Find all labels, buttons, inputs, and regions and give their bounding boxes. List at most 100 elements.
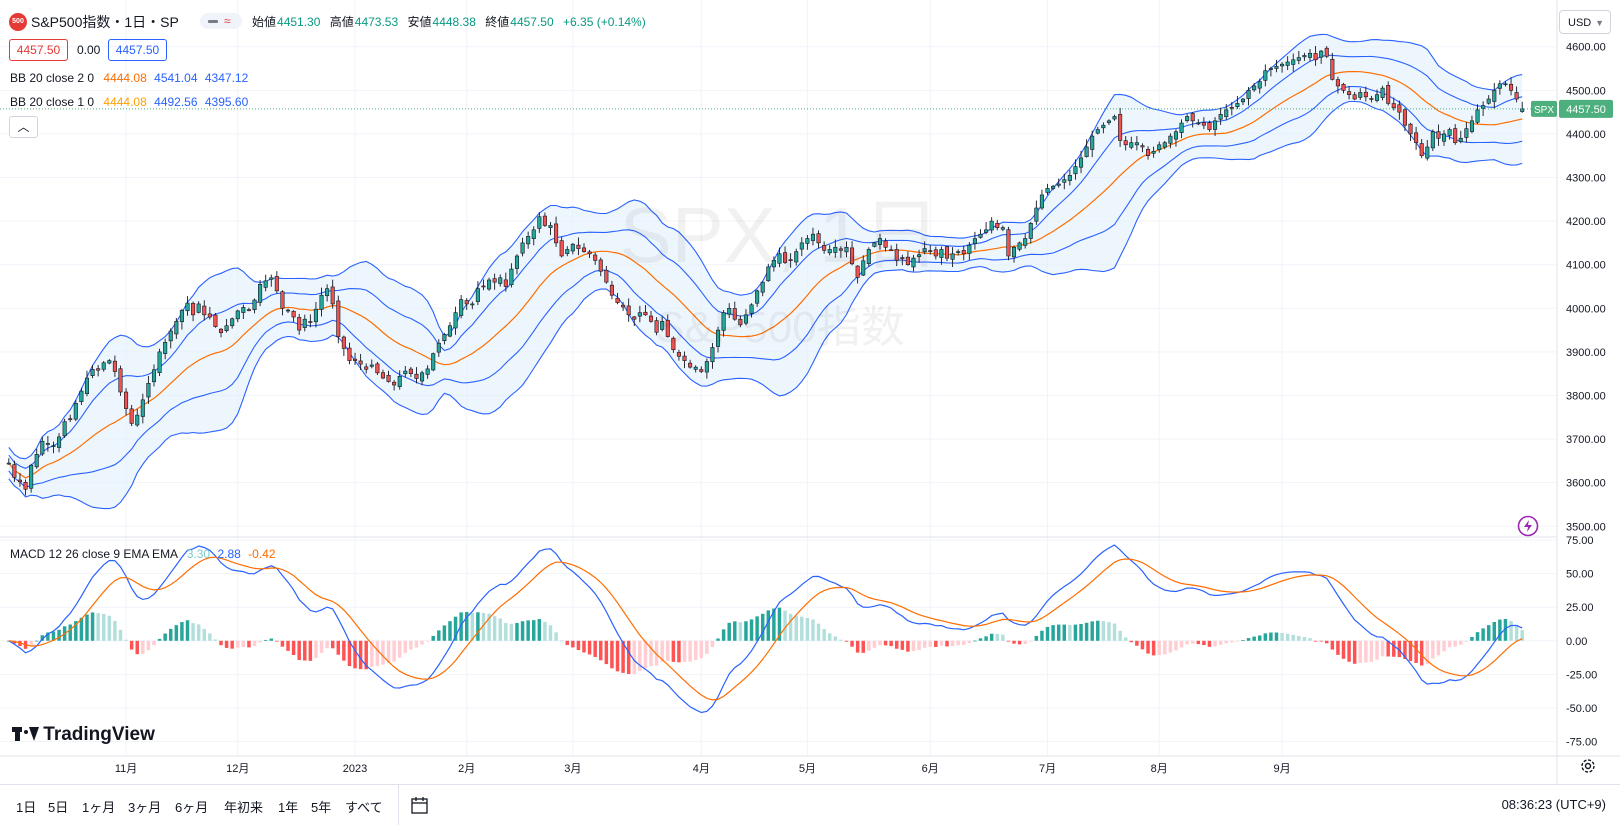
candle-body (291, 310, 296, 318)
price-tag-text: 4457.50 (1566, 104, 1606, 116)
candle-body (23, 482, 28, 490)
candle-body (872, 242, 877, 247)
candle-body (1028, 222, 1033, 239)
macd-histogram-bar (397, 640, 402, 658)
candle-body (246, 309, 251, 311)
range-all[interactable]: すべて (345, 800, 383, 815)
range-1m[interactable]: 1ヶ月 (82, 800, 116, 815)
candle-body (397, 376, 402, 387)
candle-body (1307, 52, 1313, 58)
candle-body (995, 222, 1000, 228)
collapse-legend-button[interactable]: ︿ (9, 116, 38, 138)
currency-selector[interactable]: USD ▼ (1559, 10, 1611, 34)
bb2-legend[interactable]: BB 20 close 2 0 4444.08 4541.04 4347.12 (10, 70, 248, 86)
candle-body (749, 304, 754, 314)
range-6m[interactable]: 6ヶ月 (175, 800, 209, 815)
candle-body (1358, 92, 1363, 98)
candle-body (1374, 94, 1380, 101)
macd-histogram-bar (1431, 640, 1435, 659)
settings-gear-icon[interactable] (1579, 757, 1597, 775)
macd-histogram-bar (693, 640, 698, 660)
candle-body (481, 285, 486, 288)
candle-body (777, 253, 782, 264)
tradingview-logo[interactable]: TradingView (12, 724, 155, 746)
macd-histogram-bar (1258, 635, 1262, 641)
candle-body (213, 314, 218, 327)
macd-histogram-bar (1325, 640, 1329, 644)
clock-timezone[interactable]: 08:36:23 (UTC+9) (1501, 797, 1606, 812)
range-5y[interactable]: 5年 (311, 800, 332, 815)
macd-histogram-bar (124, 639, 128, 641)
candle-body (196, 303, 201, 313)
candle-body (922, 248, 927, 253)
candle-body (1162, 142, 1167, 148)
calendar-range-icon[interactable] (410, 795, 430, 815)
candle-body (1414, 132, 1419, 143)
macd-legend[interactable]: MACD 12 26 close 9 EMA EMA 3.30 2.88 -0.… (10, 546, 276, 562)
chevron-up-icon: ︿ (17, 120, 30, 134)
macd-histogram-bar (152, 640, 156, 646)
macd-histogram-bar (788, 613, 793, 641)
candle-body (263, 280, 268, 288)
candle-body (90, 369, 95, 377)
buy-button[interactable]: 4457.50 (108, 39, 167, 61)
bb-lower1-line (8, 86, 1523, 489)
legend-toggle-icon[interactable]: ≈ (200, 13, 242, 29)
macd-histogram-bar (705, 640, 709, 654)
candle-body (1101, 124, 1106, 129)
candle-body (79, 390, 84, 402)
candle-body (1017, 242, 1022, 250)
candle-body (1051, 185, 1056, 189)
macd-histogram-bar (889, 640, 893, 647)
macd-histogram-bar (878, 640, 882, 646)
macd-histogram-bar (364, 640, 368, 670)
candle-body (492, 278, 497, 283)
candle-body (1520, 108, 1525, 112)
macd-histogram-bar (1207, 640, 1212, 647)
high-value: 4473.53 (354, 15, 399, 29)
candle-body (1235, 103, 1240, 107)
candle-body (972, 238, 977, 244)
candle-body (380, 372, 385, 379)
macd-histogram-bar (559, 640, 564, 642)
price-axis-label: 4000.00 (1566, 303, 1606, 315)
macd-axis-label: 0.00 (1566, 636, 1587, 648)
range-ytd[interactable]: 年初来 (224, 800, 264, 815)
lightning-icon[interactable] (1517, 515, 1539, 537)
range-1y[interactable]: 1年 (278, 800, 299, 815)
macd-histogram-bar (34, 640, 39, 642)
price-axis-label: 3700.00 (1566, 434, 1606, 446)
candle-body (1324, 47, 1329, 57)
candle-body (1280, 63, 1285, 67)
macd-histogram-bar (381, 640, 385, 665)
range-3m[interactable]: 3ヶ月 (128, 800, 162, 815)
candle-body (1224, 109, 1229, 118)
bb1-legend[interactable]: BB 20 close 1 0 4444.08 4492.56 4395.60 (10, 94, 248, 110)
macd-histogram-bar (939, 640, 944, 646)
macd-histogram-bar (733, 621, 737, 641)
range-5d[interactable]: 5日 (48, 800, 69, 815)
candle-body (1509, 83, 1514, 91)
candle-body (1447, 129, 1452, 136)
candle-body (1034, 207, 1039, 222)
sell-button[interactable]: 4457.50 (9, 39, 68, 61)
candle-body (431, 353, 436, 371)
candle-body (202, 305, 207, 316)
macd-histogram-bar (431, 635, 435, 641)
macd-signal-value: -0.42 (248, 547, 276, 561)
macd-histogram-bar (1509, 620, 1513, 641)
symbol-title[interactable]: S&P500指数・1日・SP (31, 14, 179, 30)
candle-body (1000, 227, 1005, 230)
candle-body (420, 372, 425, 382)
range-1d[interactable]: 1日 (16, 800, 37, 815)
candle-body (894, 249, 899, 261)
macd-histogram-bar (1017, 640, 1022, 645)
candle-body (1441, 133, 1447, 142)
macd-histogram-bar (1386, 640, 1390, 657)
macd-histogram-bar (1453, 640, 1457, 647)
macd-histogram-bar (1403, 640, 1407, 660)
candle-body (347, 347, 352, 361)
macd-histogram-bar (1414, 640, 1418, 663)
macd-histogram-bar (1001, 634, 1005, 641)
